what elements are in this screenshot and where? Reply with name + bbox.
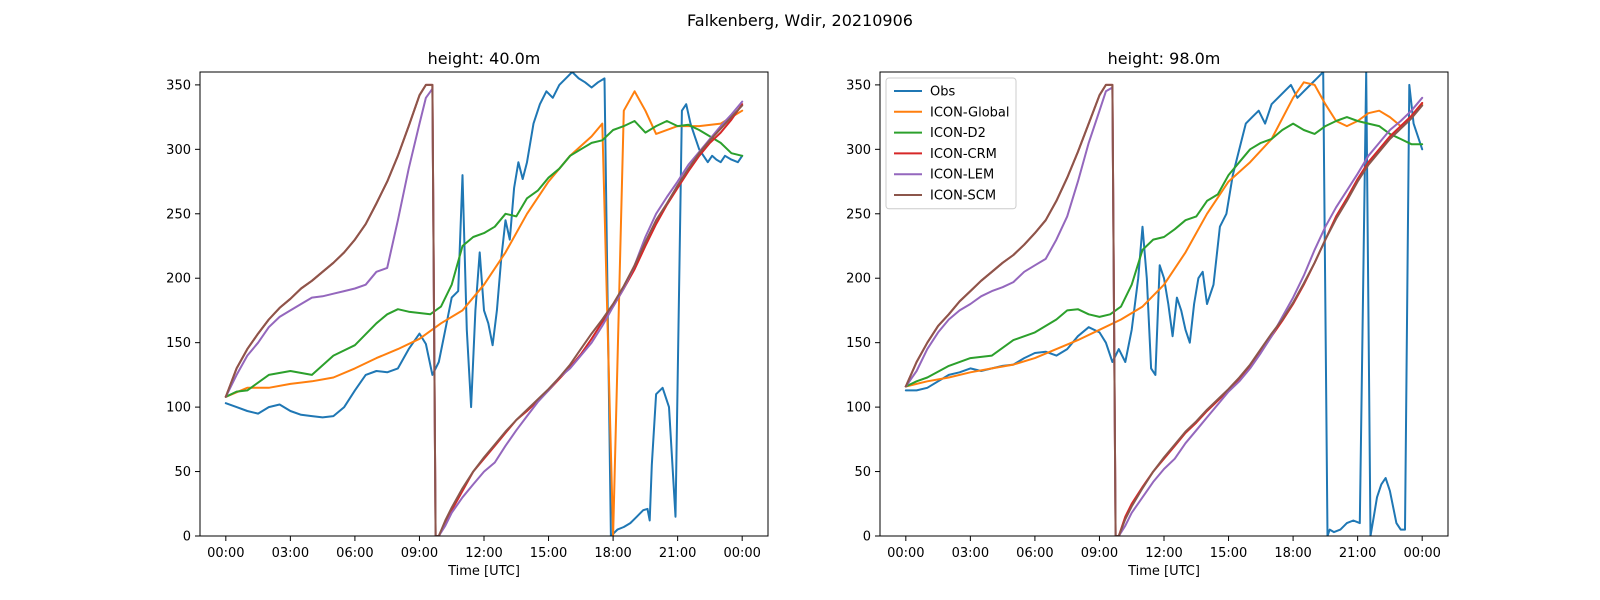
y-tick-label: 300	[166, 143, 191, 158]
x-tick-label: 12:00	[1145, 546, 1182, 561]
y-tick-label: 100	[846, 401, 871, 416]
x-tick-label: 21:00	[1339, 546, 1376, 561]
legend-label-icon-global: ICON-Global	[930, 105, 1010, 120]
series-line-icon-global	[224, 90, 744, 536]
chart-panel-40m: 00:00 03:00 06:00 09:00 12:00 15:00 18:00 21:00…	[166, 49, 769, 579]
x-tick-label: 06:00	[336, 546, 373, 561]
y-tick-label: 50	[174, 465, 191, 480]
x-axis-label: Time [UTC]	[447, 564, 520, 579]
series-line-icon-global	[904, 81, 1424, 388]
x-tick-label: 15:00	[1210, 546, 1247, 561]
panel-title: height: 40.0m	[428, 49, 541, 68]
legend-label-icon-crm: ICON-CRM	[930, 147, 997, 162]
chart-panel-98m: 00:00 03:00 06:00 09:00 12:00 15:00 18:00 21:00…	[846, 49, 1449, 579]
y-tick-label: 50	[854, 465, 871, 480]
x-tick-label: 00:00	[1403, 546, 1440, 561]
x-tick-label: 09:00	[1081, 546, 1118, 561]
figure-suptitle: Falkenberg, Wdir, 20210906	[687, 11, 913, 30]
series-line-icon-lem	[224, 87, 744, 536]
series-line-obs	[224, 72, 744, 536]
panel-title: height: 98.0m	[1108, 49, 1221, 68]
legend-label-icon-scm: ICON-SCM	[930, 189, 996, 204]
legend-label-obs: Obs	[930, 85, 955, 100]
x-tick-label: 00:00	[207, 546, 244, 561]
y-tick-label: 150	[846, 336, 871, 351]
series-line-icon-d2	[904, 116, 1424, 388]
legend-label-icon-d2: ICON-D2	[930, 126, 986, 141]
y-tick-label: 250	[846, 207, 871, 222]
x-axis-label: Time [UTC]	[1127, 564, 1200, 579]
x-tick-label: 12:00	[465, 546, 502, 561]
y-tick-label: 250	[166, 207, 191, 222]
x-tick-label: 18:00	[594, 546, 631, 561]
y-tick-label: 200	[166, 272, 191, 287]
y-tick-label: 300	[846, 143, 871, 158]
x-tick-label: 09:00	[401, 546, 438, 561]
x-tick-label: 06:00	[1016, 546, 1053, 561]
legend-box	[885, 77, 1017, 210]
x-tick-label: 03:00	[272, 546, 309, 561]
x-tick-label: 00:00	[887, 546, 924, 561]
legend-label-icon-lem: ICON-LEM	[930, 168, 994, 183]
y-tick-label: 0	[863, 530, 871, 545]
legend: Obs ICON-Global ICON-D2 ICON-CRM ICON-LEM ICO…	[885, 77, 1017, 210]
series-line-icon-scm	[224, 83, 744, 536]
y-tick-label: 0	[183, 530, 191, 545]
series-group	[904, 72, 1424, 536]
y-tick-label: 150	[166, 336, 191, 351]
x-tick-label: 15:00	[530, 546, 567, 561]
series-line-icon-lem	[904, 86, 1424, 536]
y-tick-label: 350	[846, 78, 871, 93]
series-line-icon-d2	[224, 120, 744, 398]
x-tick-label: 03:00	[952, 546, 989, 561]
x-tick-label: 00:00	[723, 546, 760, 561]
x-tick-label: 21:00	[659, 546, 696, 561]
series-group	[224, 72, 744, 536]
x-tick-label: 18:00	[1274, 546, 1311, 561]
y-tick-label: 200	[846, 272, 871, 287]
y-tick-label: 100	[166, 401, 191, 416]
y-tick-label: 350	[166, 78, 191, 93]
series-line-icon-scm	[904, 83, 1424, 536]
